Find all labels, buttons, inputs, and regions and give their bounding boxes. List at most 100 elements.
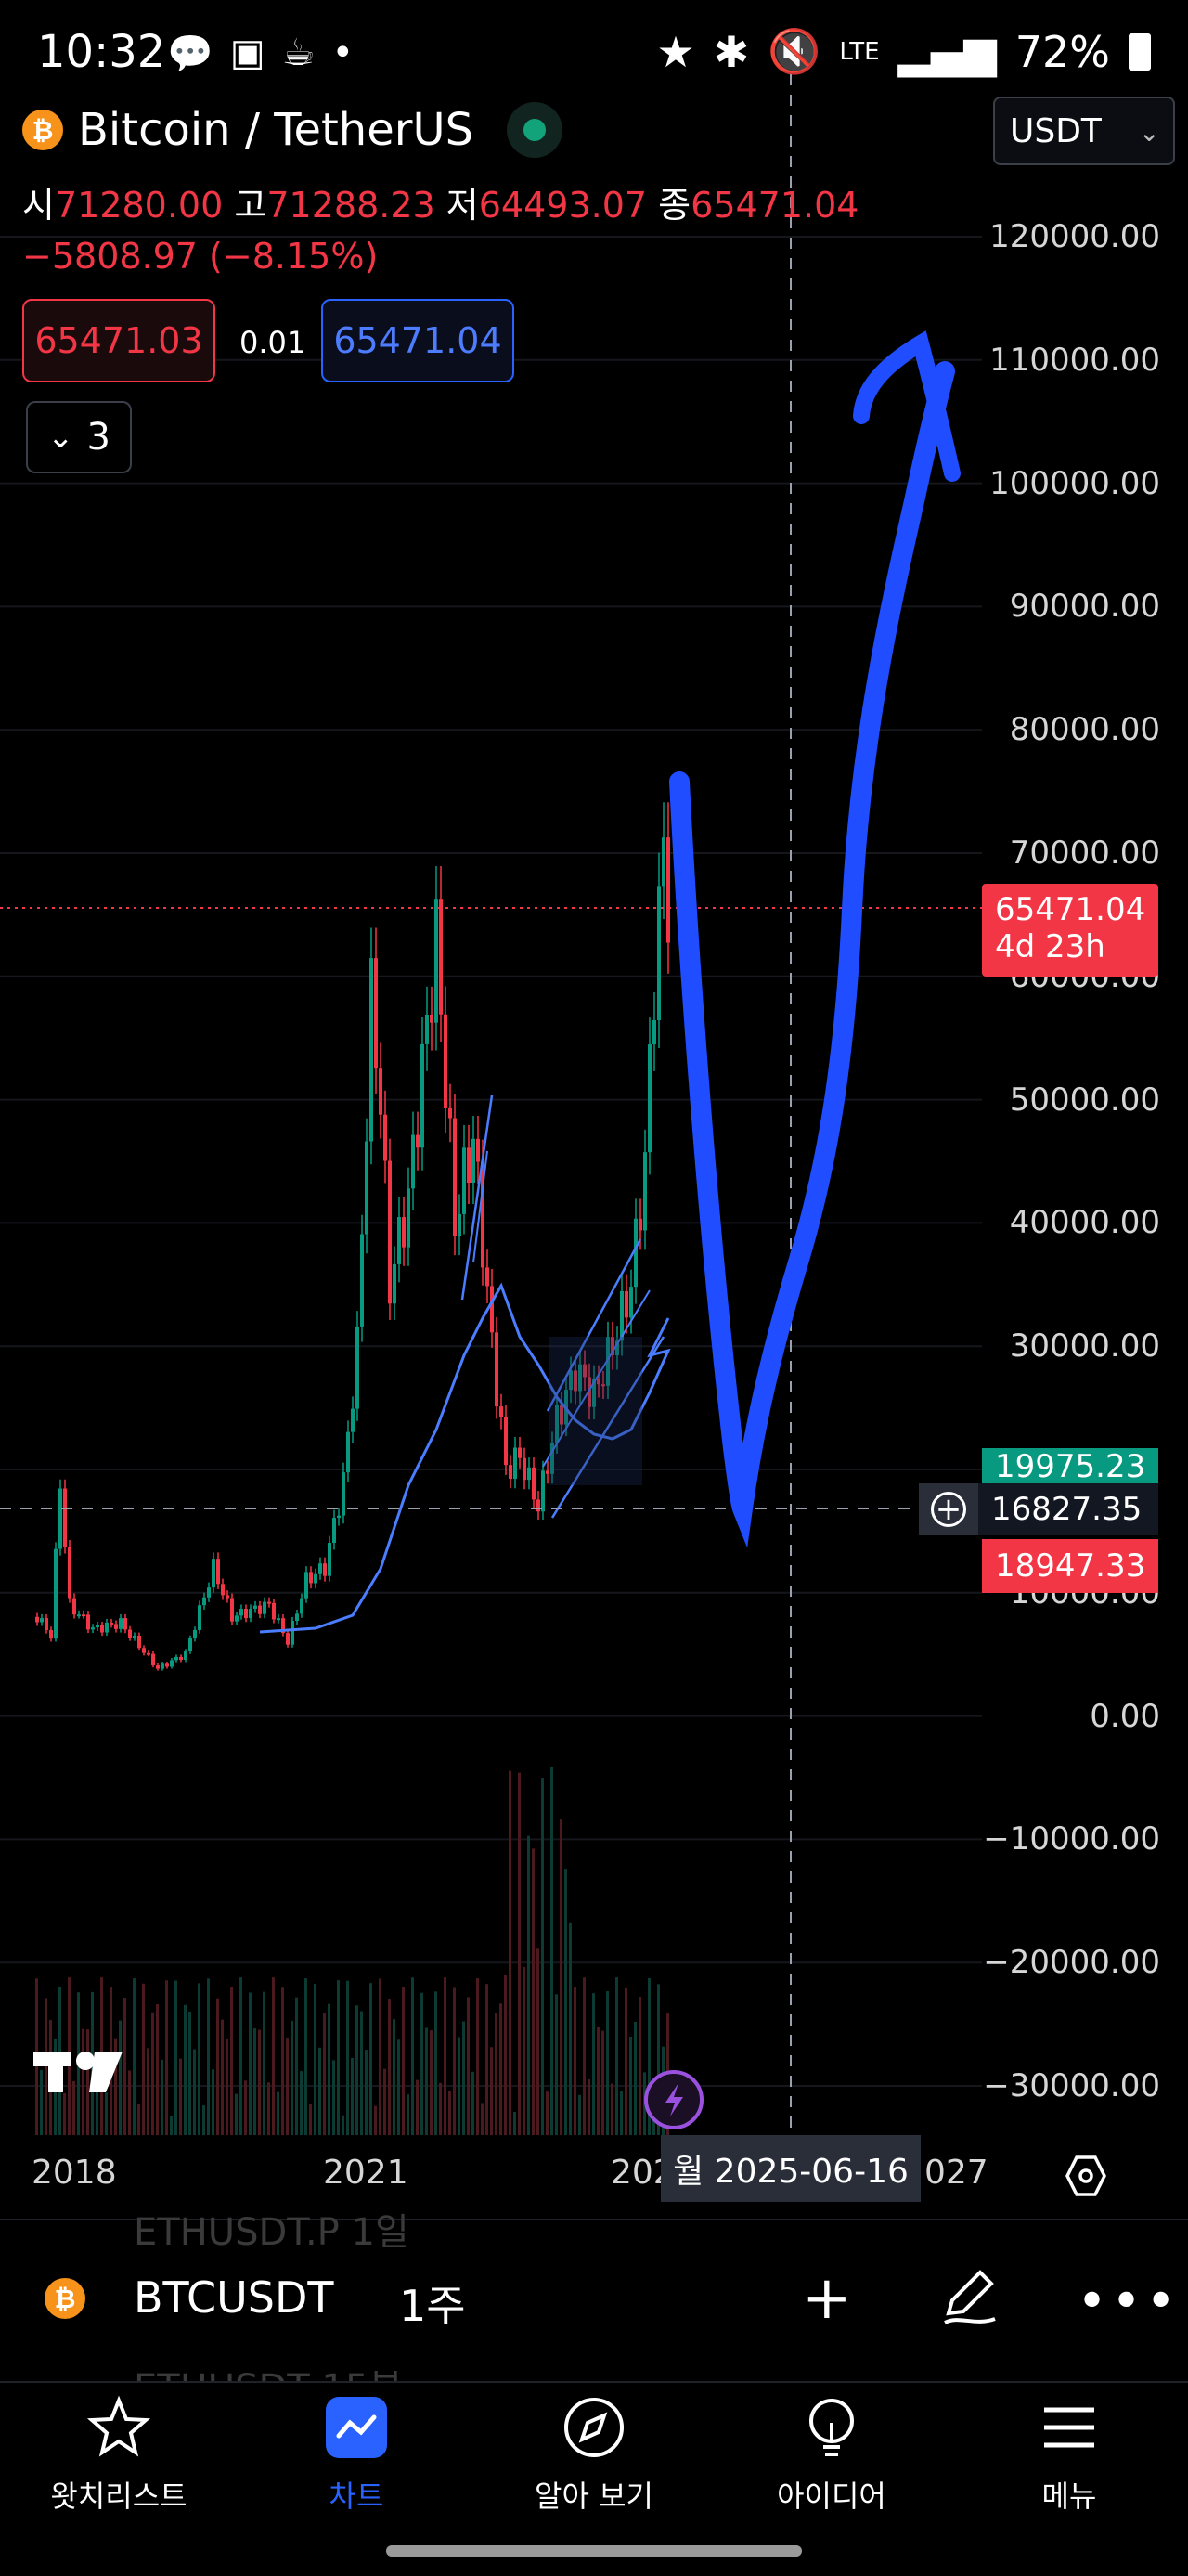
candle-body [416,1134,420,1148]
candle-body [643,1152,647,1231]
volume-bar [481,2103,484,2135]
volume-bar [277,2091,279,2135]
candle-body [328,1543,331,1576]
candle-body [314,1573,317,1584]
candle-body [639,1218,642,1231]
volume-bar [434,1991,437,2135]
mute-icon: 🔇 [768,26,821,76]
more-options-icon[interactable]: ••• [1077,2272,1181,2332]
candle-body [188,1638,192,1652]
nav-ideas[interactable]: 아이디어 [713,2395,950,2516]
bluetooth-icon: ✱ [713,26,750,77]
candle-body [574,1370,577,1392]
star-icon [86,2395,151,2457]
nav-chart[interactable]: 차트 [238,2395,475,2516]
green-price-tag: 19975.23 [982,1448,1158,1485]
bar-countdown: 4d 23h [995,928,1105,965]
candle-body [430,1014,433,1023]
home-indicator[interactable] [386,2545,802,2557]
nav-label: 차트 [329,2479,384,2514]
candle-body [100,1625,104,1633]
nav-menu[interactable]: 메뉴 [950,2395,1188,2516]
interval-selector[interactable]: 1주 [399,2281,466,2331]
talk-icon: 💬 [167,32,213,75]
symbol-name[interactable]: BTCUSDT [134,2272,334,2323]
cup-icon: ☕ [281,32,316,74]
volume-bar [569,1922,572,2135]
buy-button[interactable]: 65471.04 [321,299,514,382]
nav-watchlist[interactable]: 왓치리스트 [0,2395,238,2516]
candle-body [527,1467,531,1481]
chart-icon [326,2397,387,2458]
candle-body [323,1563,327,1576]
volume-bar [355,2005,358,2135]
gallery-icon: ▣ [229,32,265,74]
candle-body [411,1134,415,1189]
volume-bar [532,1848,535,2135]
candle-body [634,1218,638,1288]
candle-body [300,1598,303,1614]
volume-bar [448,2091,451,2135]
candle-body [495,1332,498,1407]
nav-label: 메뉴 [1041,2479,1097,2514]
price-tick: 50000.00 [1009,1081,1160,1119]
currency-select[interactable]: USDT ⌄ [993,97,1175,165]
volume-bar [546,2091,549,2135]
candle-body [351,1408,355,1432]
market-status-icon[interactable] [507,102,563,158]
candle-body [523,1457,526,1481]
sell-button[interactable]: 65471.03 [22,299,215,382]
volume-bar [648,1977,651,2135]
add-alert-icon[interactable]: + [919,1483,978,1535]
candle-body [458,1213,461,1236]
status-time: 10:32 [37,26,166,78]
volume-bar [485,1984,488,2135]
candle-body [77,1614,81,1617]
hand-drawn-arrowhead [853,330,961,482]
volume-bar [216,1998,219,2135]
volume-bar [444,1977,446,2135]
volume-bar [212,2069,214,2135]
price-tick: 100000.00 [989,464,1160,502]
symbol-header[interactable]: ₿ Bitcoin / TetherUS [22,102,563,158]
symbol-title[interactable]: Bitcoin / TetherUS [78,104,474,156]
volume-bar [267,2082,270,2135]
candle-body [383,1114,387,1161]
volume-bar [430,2030,433,2135]
candle-body [72,1598,76,1615]
volume-bar [555,1994,558,2135]
indicators-toggle[interactable]: ⌄ 3 [26,401,132,473]
draw-pen-icon[interactable] [937,2265,1002,2330]
volume-bar [318,2047,321,2135]
chart-grid [0,236,982,2087]
volume-bar [541,1778,544,2135]
volume-bar [123,1998,126,2135]
volume-bar [323,2013,326,2135]
chart-canvas[interactable] [0,0,1188,2209]
volume-bar [105,2092,108,2135]
time-tick-2018: 2018 [32,2154,117,2192]
candle-body [105,1622,109,1633]
volume-bar [476,1977,479,2135]
high-label: 고 [234,185,267,226]
chart-settings-icon[interactable] [1064,2154,1108,2198]
crosshair-price-box[interactable]: + 16827.35 [919,1483,1158,1535]
status-icons-left: 💬 ▣ ☕ • [167,32,354,75]
price-tick: 0.00 [1090,1697,1160,1735]
add-icon[interactable]: + [802,2264,852,2333]
price-tick: 40000.00 [1009,1204,1160,1242]
channel-line-mid [542,1289,651,1468]
volume-bar [629,2037,632,2135]
volume-bar [128,2070,131,2135]
open-value: 71280.00 [54,185,224,226]
nav-explore[interactable]: 알아 보기 [475,2395,713,2516]
star-icon: ★ [656,26,695,77]
volume-bar [625,1987,627,2135]
candle-body [453,1118,457,1236]
candle-body [499,1406,503,1417]
volume-bar [161,2059,163,2135]
candle-body [161,1663,164,1669]
volume-bar [499,2003,502,2135]
candle-body [272,1602,276,1620]
candle-body [309,1572,313,1584]
